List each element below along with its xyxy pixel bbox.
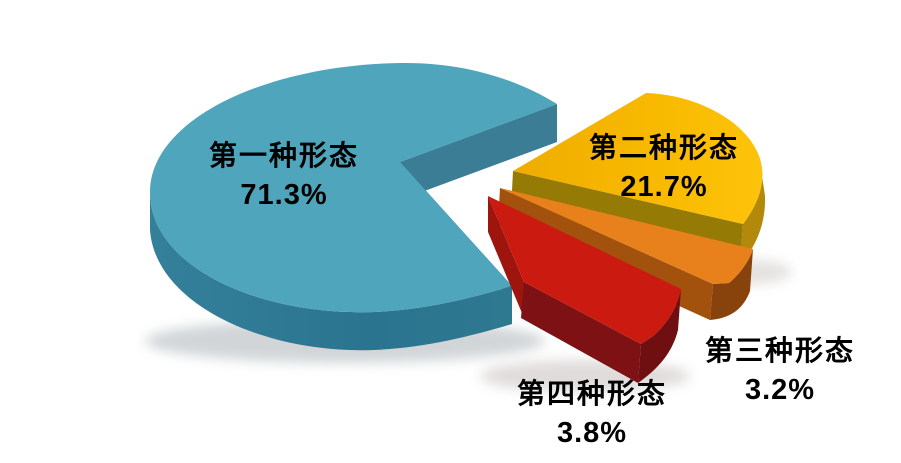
slice-2-arc-wall [740,156,766,264]
slice-4-top-face [488,196,681,344]
slice-1-rim-wall [150,192,512,351]
pie-slice-1-group [150,62,557,351]
slice-1-top-face [150,62,557,313]
slice-4-left-wall [488,196,524,318]
slice-4-front-wall [521,282,641,383]
slice-1-upper-cut-wall [400,104,557,200]
slice-2-top-face [513,93,763,224]
pie-slice-4-group [488,196,681,383]
slice-4-end-wall [638,289,681,383]
slice-3-end-wall [710,249,753,320]
slice-3-top-face [500,188,753,284]
